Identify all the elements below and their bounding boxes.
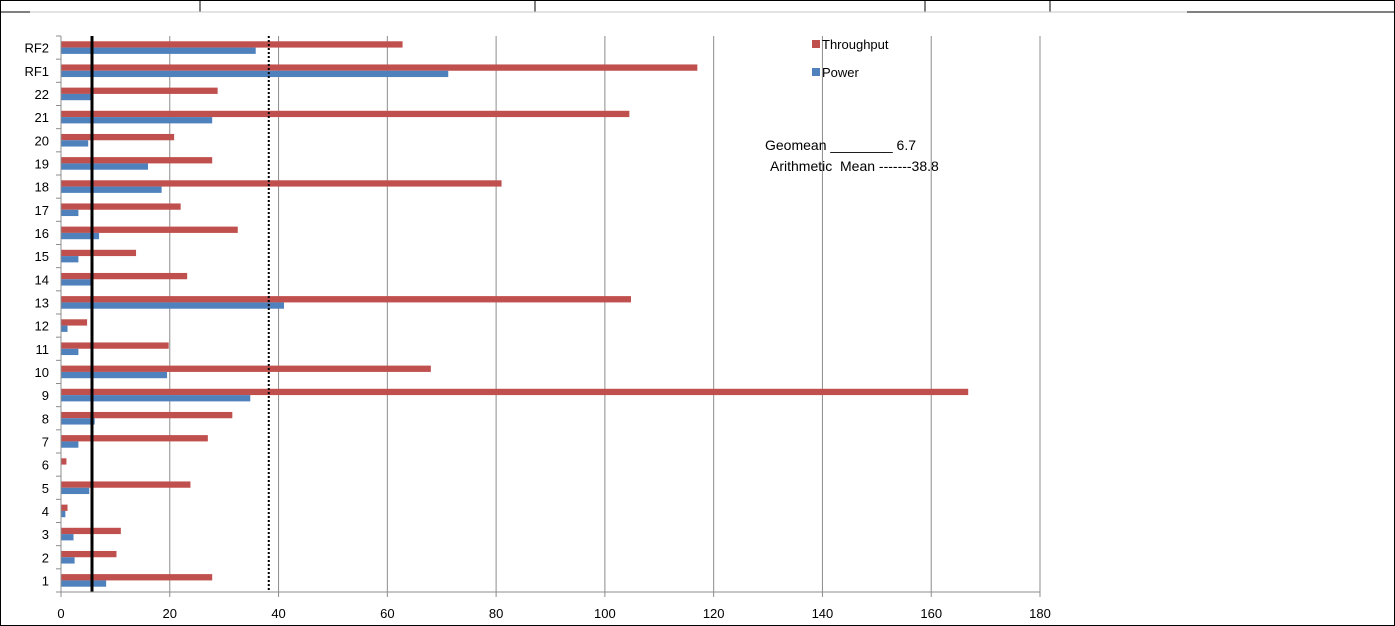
bar-throughput-rf2 <box>61 41 403 48</box>
bar-power-20 <box>61 140 89 147</box>
y-tick-label: 7 <box>42 434 49 449</box>
x-tick-label: 100 <box>594 606 616 621</box>
bar-power-11 <box>61 348 79 356</box>
bar-throughput-10 <box>61 365 431 372</box>
y-tick-label: 9 <box>42 388 49 403</box>
y-tick-label: 1 <box>42 573 49 588</box>
y-tick-label: 18 <box>35 180 49 195</box>
axes: 0 20 40 60 80 100 120 140 160 1801234567891011121… <box>24 35 1051 621</box>
bar-power-7 <box>61 441 79 448</box>
bar-throughput-12 <box>61 319 88 326</box>
bar-power-12 <box>61 325 68 332</box>
bar-throughput-15 <box>61 249 137 257</box>
bar-throughput-16 <box>61 226 238 233</box>
legend: Throughput Power <box>812 37 889 80</box>
bar-throughput-4 <box>61 504 68 511</box>
y-tick-label: 11 <box>36 342 50 357</box>
legend-label-power: Power <box>822 65 860 80</box>
arithmetic-mean-annotation: Arithmetic Mean -------38.8 <box>770 158 939 174</box>
bar-throughput-1 <box>61 574 213 581</box>
y-tick-label: 17 <box>35 203 49 218</box>
bar-power-8 <box>61 418 95 425</box>
bar-power-22 <box>61 93 93 101</box>
bar-throughput-19 <box>61 157 213 164</box>
y-tick-label: 14 <box>35 272 49 287</box>
bar-throughput-7 <box>61 435 208 442</box>
bar-throughput-11 <box>61 342 169 349</box>
bar-power-14 <box>61 279 93 286</box>
bar-power-17 <box>61 209 79 217</box>
geomean-annotation: Geomean ________ 6.7 <box>765 137 917 153</box>
bar-throughput-6 <box>61 458 67 465</box>
y-tick-label: 21 <box>35 110 49 125</box>
bar-throughput-rf1 <box>61 64 698 71</box>
y-tick-label: 12 <box>35 319 49 334</box>
bar-power-4 <box>61 510 66 518</box>
bar-throughput-18 <box>61 180 502 187</box>
y-tick-label: 15 <box>35 249 49 264</box>
y-tick-label: 6 <box>42 458 49 473</box>
bar-throughput-22 <box>61 87 218 94</box>
legend-label-throughput: Throughput <box>822 37 889 52</box>
x-tick-label: 160 <box>920 606 942 621</box>
y-tick-label: 8 <box>42 411 49 426</box>
bar-power-18 <box>61 186 162 193</box>
y-tick-label: RF1 <box>24 64 49 79</box>
bar-power-21 <box>61 117 213 124</box>
bar-power-5 <box>61 487 90 495</box>
x-tick-label: 180 <box>1029 606 1051 621</box>
bar-throughput-13 <box>61 296 631 303</box>
y-tick-label: 10 <box>35 365 49 380</box>
y-tick-label: 22 <box>35 87 49 102</box>
y-tick-label: 19 <box>35 156 49 171</box>
y-tick-label: 3 <box>42 527 49 542</box>
x-tick-label: 40 <box>271 606 285 621</box>
y-tick-label: 5 <box>42 481 49 496</box>
reference-lines <box>90 36 270 592</box>
bars <box>61 41 969 587</box>
bar-power-13 <box>61 302 284 309</box>
bar-throughput-21 <box>61 110 630 118</box>
y-tick-label: RF2 <box>24 41 49 56</box>
bar-power-16 <box>61 232 100 240</box>
x-tick-label: 80 <box>489 606 503 621</box>
bar-throughput-20 <box>61 133 175 141</box>
x-tick-label: 120 <box>703 606 725 621</box>
bar-power-2 <box>61 557 75 564</box>
y-tick-label: 2 <box>42 550 49 565</box>
x-tick-label: 60 <box>380 606 394 621</box>
legend-swatch-power <box>812 68 820 76</box>
legend-swatch-throughput <box>812 40 820 48</box>
bar-throughput-17 <box>61 203 181 210</box>
bar-power-rf1 <box>61 70 449 78</box>
bar-power-10 <box>61 371 168 379</box>
bar-power-rf2 <box>61 47 256 54</box>
bar-power-3 <box>61 534 74 541</box>
y-tick-label: 16 <box>35 226 49 241</box>
y-tick-label: 4 <box>42 504 49 519</box>
y-tick-label: 13 <box>35 295 49 310</box>
bar-power-15 <box>61 256 79 263</box>
bar-throughput-5 <box>61 481 191 488</box>
bar-power-9 <box>61 395 251 402</box>
x-tick-label: 20 <box>163 606 177 621</box>
bar-throughput-2 <box>61 550 117 558</box>
bar-throughput-8 <box>61 411 233 419</box>
bar-throughput-14 <box>61 272 188 280</box>
bar-power-1 <box>61 580 107 587</box>
bar-power-19 <box>61 163 149 170</box>
y-tick-label: 20 <box>35 133 49 148</box>
x-tick-label: 0 <box>57 606 64 621</box>
bar-throughput-9 <box>61 388 969 396</box>
gridlines <box>169 36 1041 592</box>
x-tick-label: 140 <box>812 606 834 621</box>
